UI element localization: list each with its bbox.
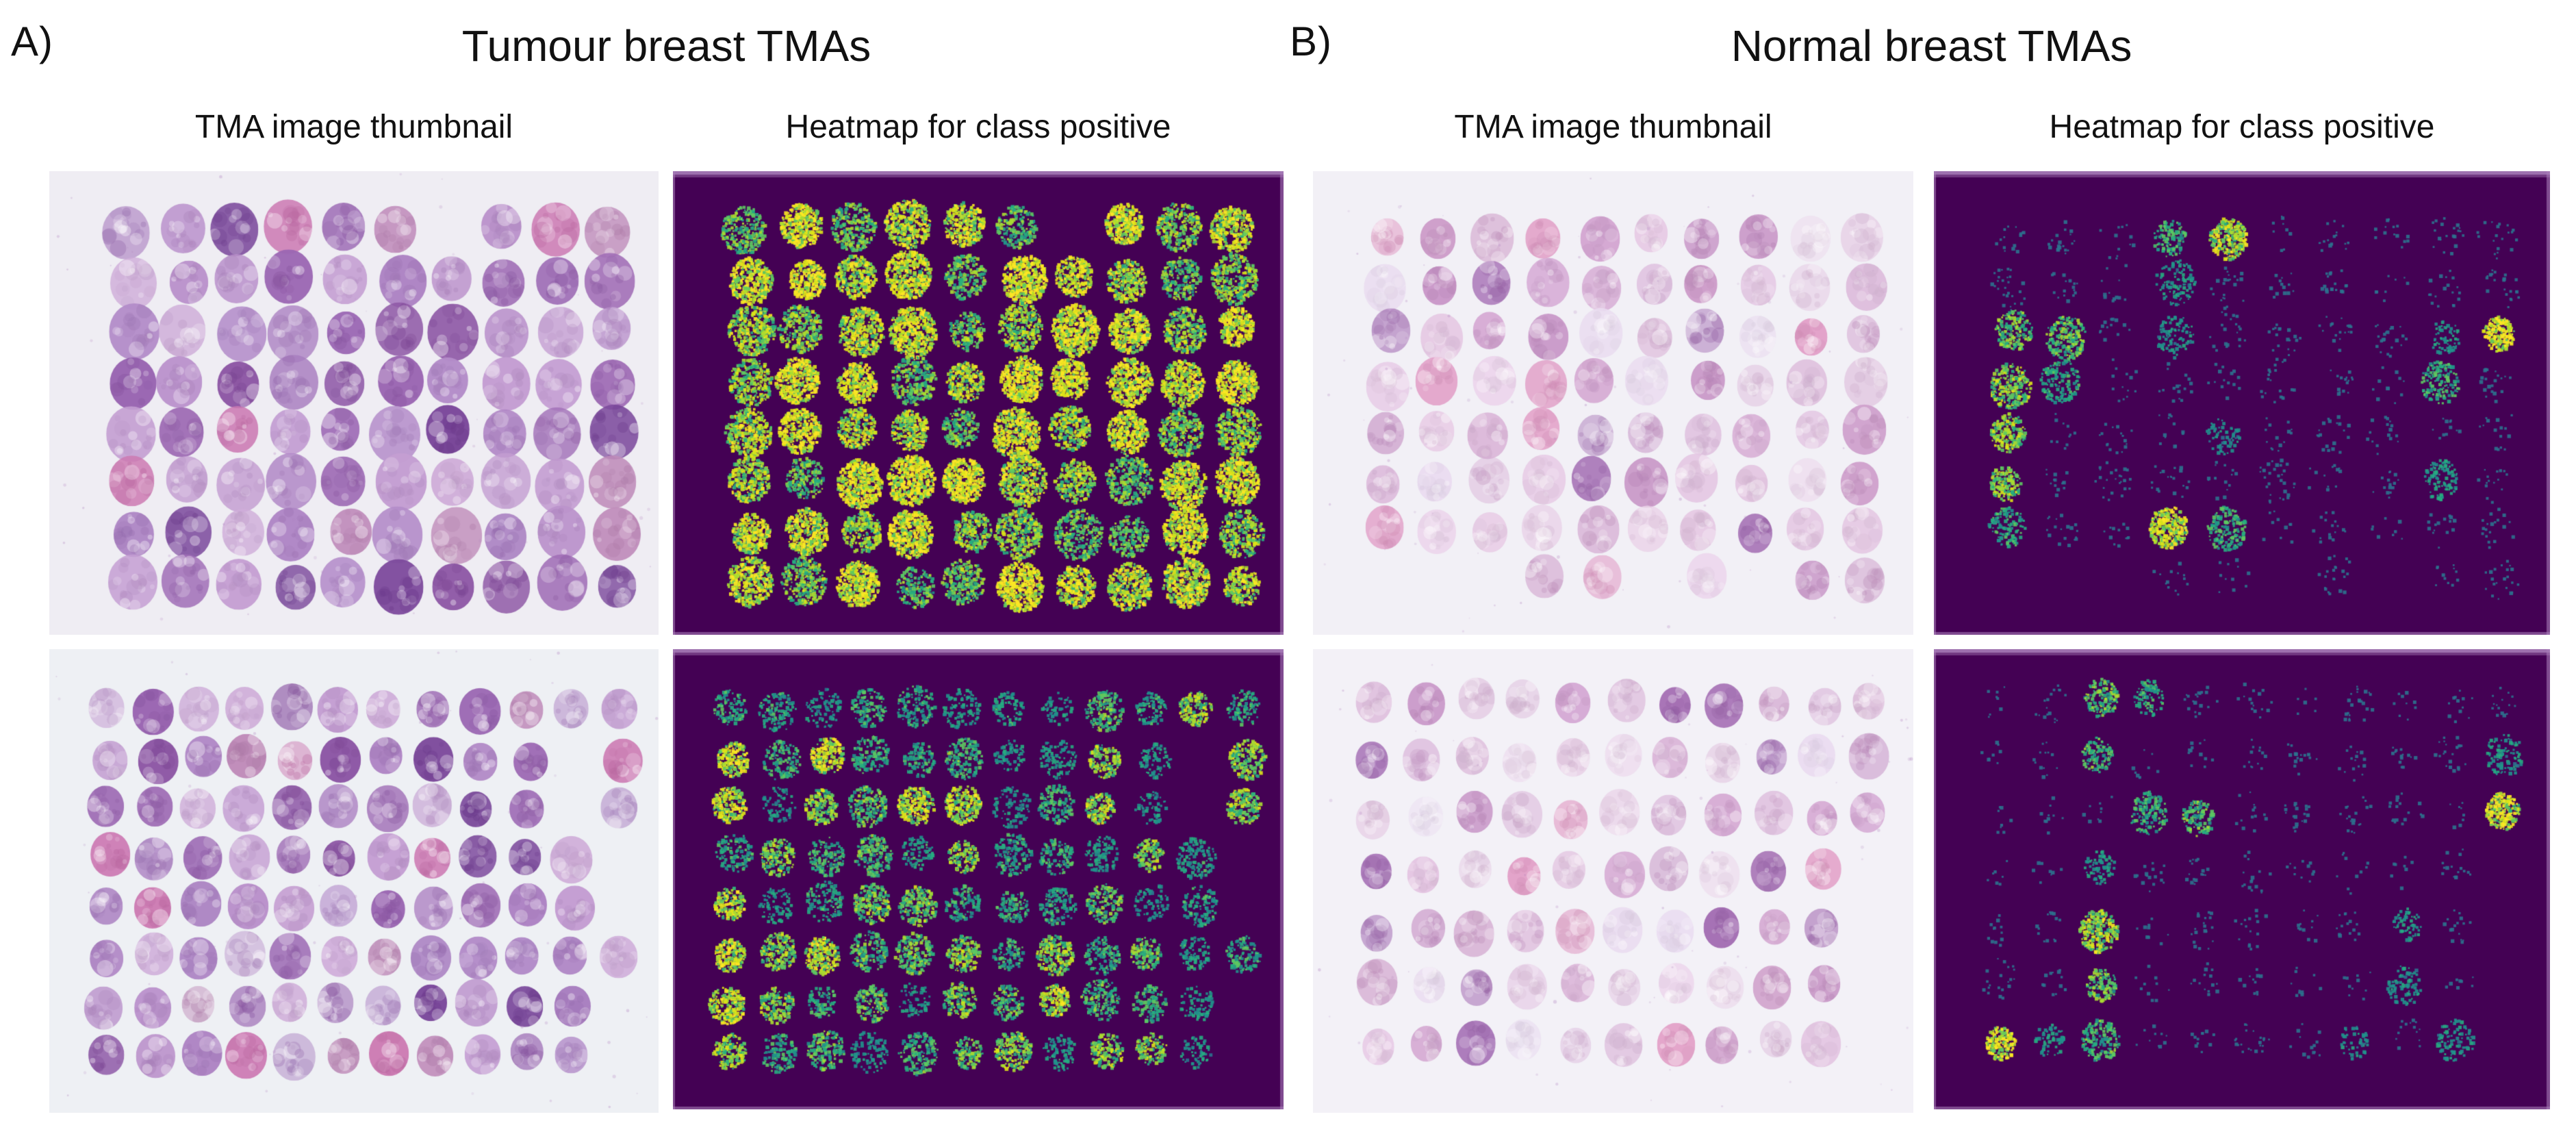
panel-a-thumbnail-caption: TMA image thumbnail bbox=[194, 109, 513, 145]
panel-a-heatmap-row2 bbox=[673, 649, 1284, 1109]
panel-a-tma-thumbnail-row2 bbox=[49, 649, 659, 1113]
panel-b-heatmap-caption: Heatmap for class positive bbox=[2049, 109, 2435, 145]
panel-a-heatmap-caption: Heatmap for class positive bbox=[785, 109, 1171, 145]
panel-b-heatmap-row2 bbox=[1934, 649, 2550, 1109]
panel-b-thumbnail-caption: TMA image thumbnail bbox=[1454, 109, 1772, 145]
panel-a-heatmap-row1 bbox=[673, 171, 1284, 635]
panel-b-tma-thumbnail-row1 bbox=[1313, 171, 1913, 635]
panel-b-tma-thumbnail-row2 bbox=[1313, 649, 1913, 1113]
panel-b-title: Normal breast TMAs bbox=[1731, 21, 2132, 71]
panel-b-label: B) bbox=[1290, 18, 1332, 64]
panel-a-label: A) bbox=[11, 18, 53, 64]
panel-a-tma-thumbnail-row1 bbox=[49, 171, 659, 635]
panel-a-title: Tumour breast TMAs bbox=[461, 21, 871, 71]
panel-b-heatmap-row1 bbox=[1934, 171, 2550, 635]
